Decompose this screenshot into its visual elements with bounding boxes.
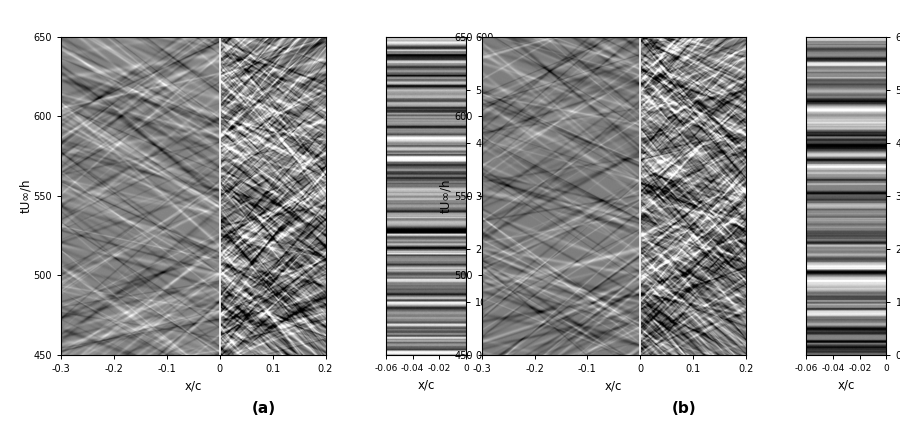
Y-axis label: tU∞/h: tU∞/h bbox=[19, 178, 32, 213]
X-axis label: x/c: x/c bbox=[418, 378, 435, 391]
Text: (a): (a) bbox=[252, 401, 275, 416]
Y-axis label: tU∞/h: tU∞/h bbox=[439, 178, 453, 213]
X-axis label: x/c: x/c bbox=[838, 378, 855, 391]
Text: (b): (b) bbox=[671, 401, 697, 416]
X-axis label: x/c: x/c bbox=[605, 379, 623, 392]
X-axis label: x/c: x/c bbox=[184, 379, 202, 392]
